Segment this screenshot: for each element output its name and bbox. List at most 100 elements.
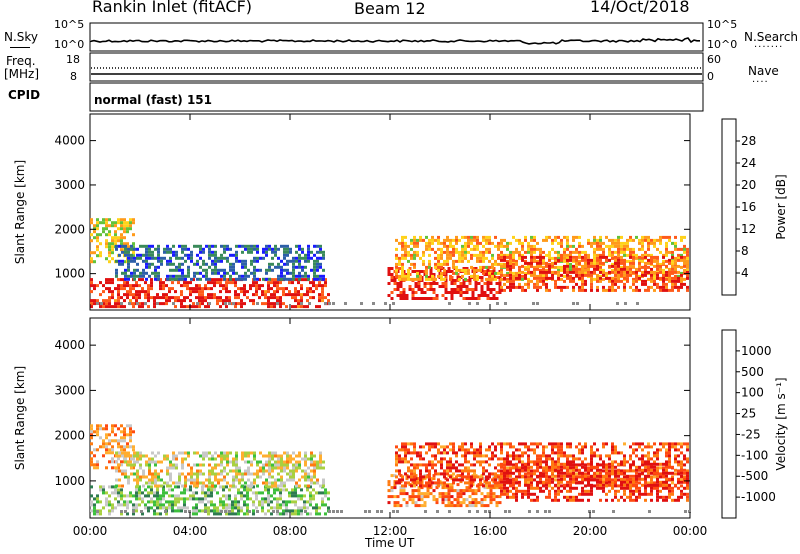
data-cell: [512, 483, 515, 487]
freq-tick-low: 8: [70, 70, 77, 83]
data-cell: [617, 273, 620, 277]
data-cell: [572, 454, 575, 458]
data-cell: [123, 494, 126, 498]
data-cell: [492, 498, 496, 502]
data-cell: [527, 282, 530, 286]
data-cell: [432, 297, 436, 300]
data-cell: [569, 489, 572, 493]
data-cell: [229, 262, 232, 266]
data-cell: [566, 489, 569, 493]
data-cell: [560, 253, 563, 257]
data-cell: [476, 259, 479, 263]
data-cell: [228, 296, 231, 300]
data-cell: [449, 457, 452, 461]
data-cell: [232, 481, 235, 485]
data-cell: [680, 484, 683, 488]
data-cell: [264, 512, 267, 516]
data-cell: [465, 285, 469, 288]
data-cell: [115, 478, 118, 482]
data-cell: [207, 488, 210, 492]
data-cell: [488, 235, 491, 239]
data-cell: [617, 264, 620, 268]
data-cell: [138, 278, 141, 282]
data-cell: [626, 486, 629, 490]
data-cell: [214, 244, 217, 248]
data-cell: [208, 451, 211, 455]
data-cell: [273, 278, 276, 282]
data-cell: [566, 457, 569, 461]
data-cell: [258, 284, 261, 288]
data-cell: [512, 276, 515, 280]
data-cell: [489, 498, 493, 502]
data-cell: [169, 484, 172, 488]
data-cell: [416, 451, 419, 455]
data-cell: [153, 305, 156, 309]
data-cell: [169, 475, 172, 479]
data-cell: [599, 235, 602, 239]
data-cell: [674, 454, 677, 458]
data-cell: [545, 471, 548, 475]
data-cell: [252, 485, 255, 489]
data-cell: [590, 486, 593, 490]
data-cell: [309, 500, 312, 504]
data-cell: [401, 265, 404, 269]
data-cell: [205, 244, 208, 248]
data-cell: [157, 478, 160, 482]
data-cell: [506, 489, 509, 493]
data-cell: [620, 486, 623, 490]
data-cell: [283, 481, 286, 485]
data-cell: [189, 488, 192, 492]
data-cell: [288, 290, 291, 294]
data-cell: [250, 481, 253, 485]
data-cell: [156, 494, 159, 498]
data-cell: [620, 460, 623, 464]
data-cell: [280, 460, 283, 464]
data-cell: [256, 302, 259, 305]
data-cell: [611, 484, 614, 488]
data-cell: [132, 430, 135, 434]
data-cell: [572, 288, 575, 292]
data-cell: [590, 457, 593, 461]
data-cell: [414, 282, 418, 285]
data-cell: [244, 262, 247, 266]
data-cell: [468, 486, 472, 490]
data-cell: [395, 265, 398, 269]
data-cell: [274, 244, 277, 248]
data-cell: [130, 274, 133, 278]
data-cell: [93, 448, 96, 452]
data-cell: [629, 235, 632, 239]
data-cell: [587, 471, 590, 475]
data-cell: [207, 509, 210, 513]
data-cell: [123, 242, 126, 246]
data-cell: [578, 241, 581, 245]
data-cell: [280, 274, 283, 278]
data-cell: [590, 285, 593, 289]
data-cell: [226, 256, 229, 260]
data-cell: [392, 302, 395, 305]
data-cell: [662, 288, 665, 292]
data-cell: [608, 465, 611, 469]
data-cell: [108, 233, 111, 237]
data-cell: [644, 250, 647, 254]
data-cell: [485, 247, 488, 251]
data-cell: [572, 258, 575, 262]
data-cell: [201, 491, 204, 495]
data-cell: [554, 261, 557, 265]
data-cell: [459, 291, 463, 294]
data-cell: [500, 268, 503, 272]
data-cell: [605, 498, 608, 502]
data-cell: [127, 250, 130, 254]
data-cell: [154, 256, 157, 260]
data-cell: [196, 253, 199, 257]
data-cell: [656, 255, 659, 259]
data-cell: [440, 247, 443, 251]
data-cell: [259, 469, 262, 473]
data-cell: [491, 484, 494, 488]
data-cell: [479, 451, 482, 455]
data-cell: [611, 241, 614, 245]
data-cell: [671, 285, 674, 289]
data-cell: [494, 277, 497, 281]
data-cell: [90, 494, 93, 498]
data-cell: [450, 270, 454, 273]
data-cell: [124, 277, 127, 281]
